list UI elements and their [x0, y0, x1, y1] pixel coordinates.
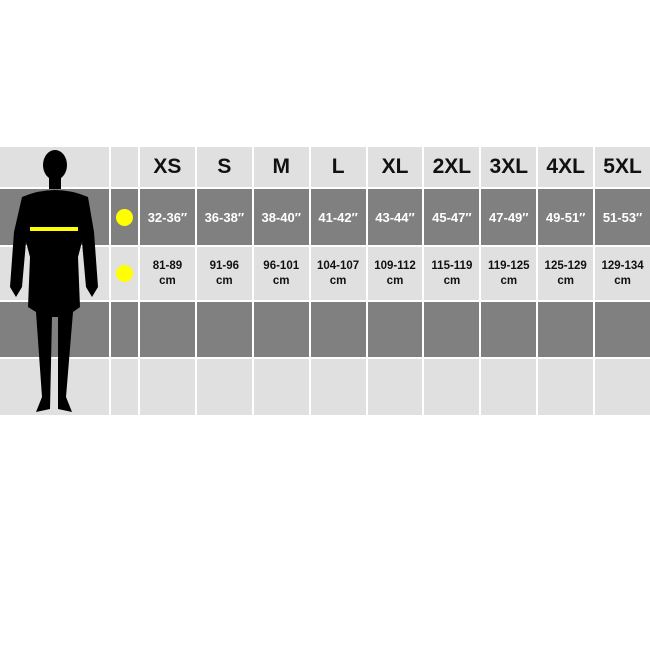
chest-cm: 104-107 cm	[310, 247, 366, 300]
chest-cm: 81-89 cm	[140, 247, 195, 300]
cm-value: 115-119	[431, 259, 473, 272]
empty-cell	[595, 302, 650, 357]
chest-inches: 47-49″	[481, 189, 537, 245]
empty-cell	[140, 359, 195, 415]
empty-cell	[481, 302, 537, 357]
empty-cell	[253, 359, 309, 415]
cm-unit: cm	[216, 274, 233, 287]
size-header: L	[310, 147, 366, 187]
empty-cell	[424, 359, 480, 415]
marker-cell	[111, 147, 138, 187]
cm-unit: cm	[500, 274, 518, 287]
yellow-dot-icon	[116, 265, 133, 282]
size-chart-table: XS S M L XL 2XL 3XL 4XL 5XL 32-36″ 36-38″ 38-40″ 41-…	[0, 147, 650, 415]
empty-cell	[310, 359, 366, 415]
chest-cm: 96-101 cm	[253, 247, 309, 300]
chest-cm: 129-134 cm	[595, 247, 650, 300]
empty-cell	[253, 302, 309, 357]
size-header: 4XL	[538, 147, 594, 187]
empty-cell	[481, 359, 537, 415]
empty-cell	[538, 302, 594, 357]
chest-inches: 49-51″	[538, 189, 594, 245]
empty-cell	[367, 302, 423, 357]
cm-unit: cm	[614, 274, 631, 287]
empty-cell	[140, 302, 195, 357]
cm-value: 91-96	[209, 259, 240, 272]
marker-cell	[111, 189, 138, 245]
cm-value: 119-125	[487, 259, 530, 272]
chest-inches: 45-47″	[424, 189, 480, 245]
empty-cell	[196, 359, 252, 415]
size-header: 2XL	[424, 147, 480, 187]
chest-inches: 36-38″	[196, 189, 252, 245]
marker-cell	[111, 247, 138, 300]
empty-cell	[538, 359, 594, 415]
cm-value: 96-101	[263, 259, 300, 272]
empty-cell	[310, 302, 366, 357]
size-header: S	[196, 147, 252, 187]
cm-unit: cm	[557, 274, 574, 287]
cm-value: 109-112	[374, 259, 416, 272]
chest-inches: 51-53″	[595, 189, 650, 245]
cm-unit: cm	[386, 274, 404, 287]
cm-unit: cm	[159, 274, 176, 287]
size-header: XL	[367, 147, 423, 187]
size-header: 3XL	[481, 147, 537, 187]
chest-inches: 38-40″	[253, 189, 309, 245]
empty-cell	[595, 359, 650, 415]
cm-value: 104-107	[316, 259, 360, 272]
chest-cm: 91-96 cm	[196, 247, 252, 300]
marker-cell	[111, 302, 138, 357]
chest-cm: 125-129 cm	[538, 247, 594, 300]
chest-measure-line	[30, 227, 78, 231]
cm-value: 125-129	[544, 259, 587, 272]
size-header: 5XL	[595, 147, 650, 187]
human-silhouette-icon	[10, 150, 98, 412]
cm-value: 81-89	[152, 259, 183, 272]
cm-unit: cm	[329, 274, 347, 287]
cm-value: 129-134	[601, 259, 644, 272]
chest-inches: 41-42″	[310, 189, 366, 245]
size-header: XS	[140, 147, 195, 187]
figure-cell	[0, 359, 109, 415]
chest-cm: 119-125 cm	[481, 247, 537, 300]
size-header: M	[253, 147, 309, 187]
empty-cell	[367, 359, 423, 415]
empty-cell	[424, 302, 480, 357]
marker-cell	[111, 359, 138, 415]
yellow-dot-icon	[116, 208, 133, 226]
empty-cell	[196, 302, 252, 357]
chest-cm: 115-119 cm	[424, 247, 480, 300]
chest-inches: 43-44″	[367, 189, 423, 245]
cm-unit: cm	[272, 274, 290, 287]
chest-inches: 32-36″	[140, 189, 195, 245]
cm-unit: cm	[443, 274, 461, 287]
chest-cm: 109-112 cm	[367, 247, 423, 300]
